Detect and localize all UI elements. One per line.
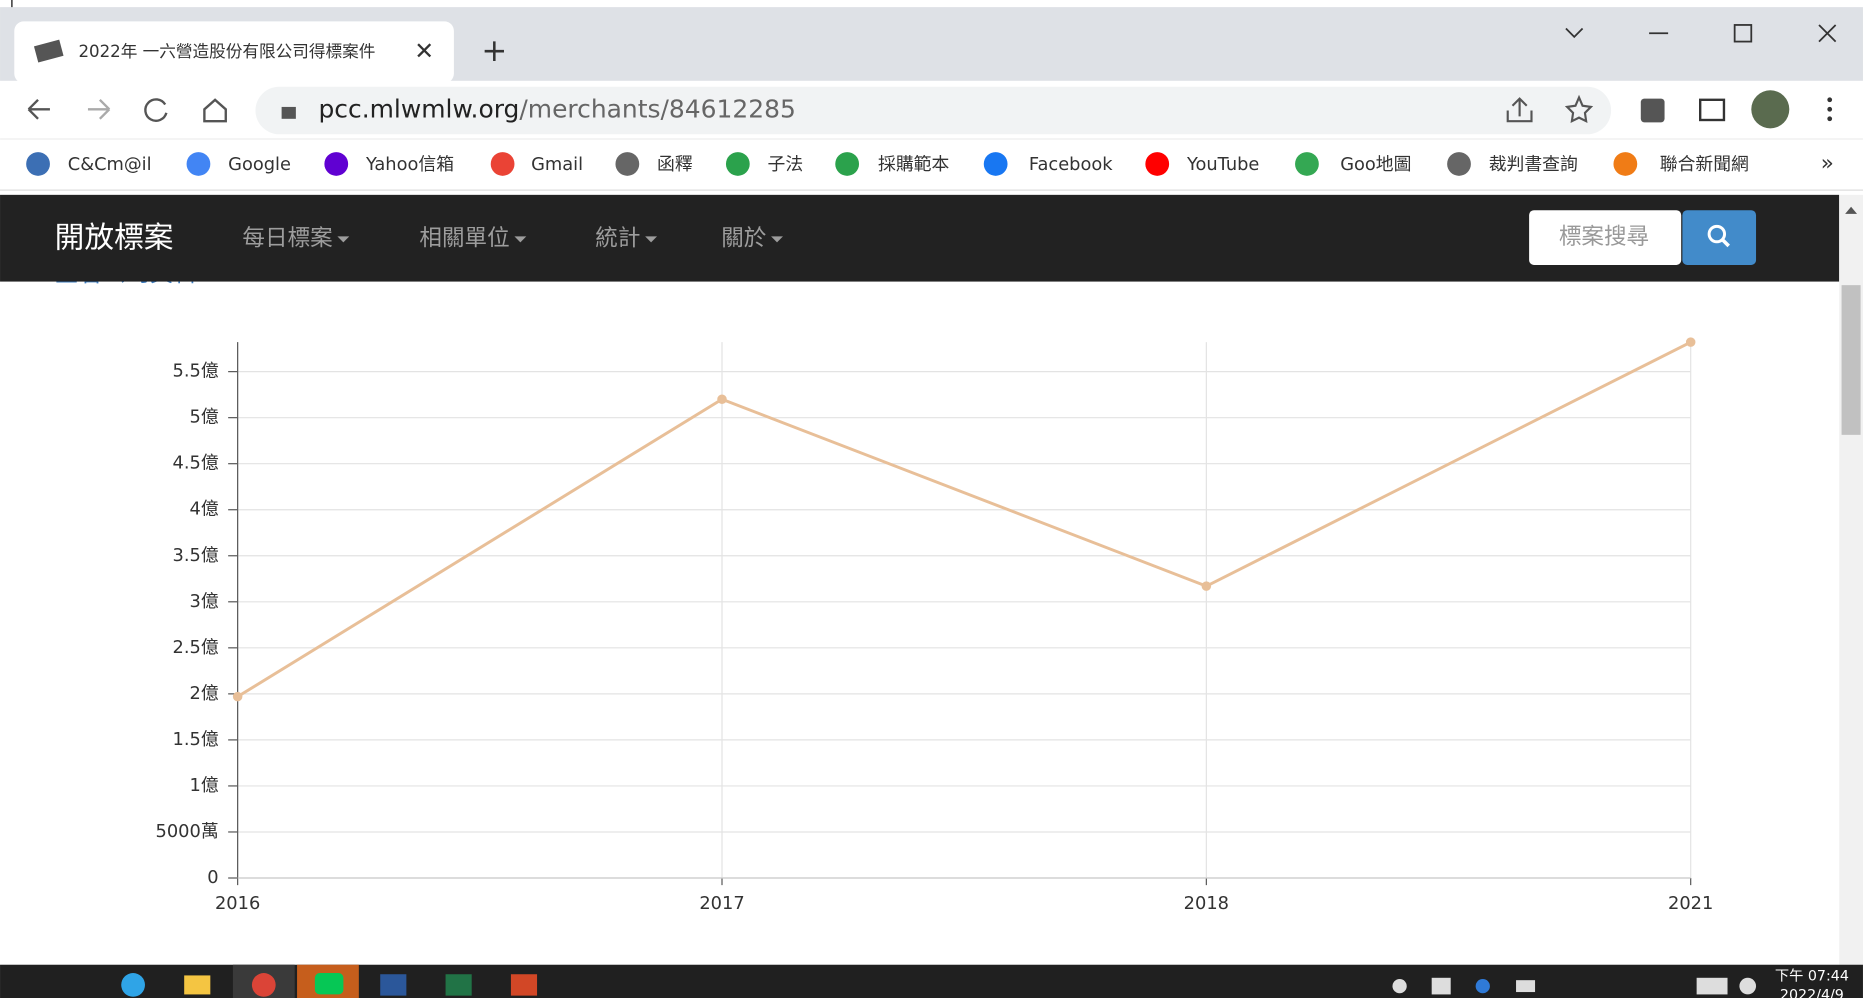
bookmarks-bar: C&Cm@il Google Yahoo信箱 Gmail 函釋 子法 採購範本 Faceboo… — [26, 152, 1749, 176]
clock-time: 下午 07:44 — [1775, 968, 1849, 985]
new-tab[interactable]: + — [481, 33, 507, 69]
url: pcc.mlwmlw.org/merchants/84612285 — [318, 94, 795, 123]
bookmark-icon — [984, 152, 1008, 176]
clock-date: 2022/4/9 — [1780, 988, 1844, 998]
bookmark[interactable]: 聯合新聞網 — [1660, 154, 1749, 175]
bookmark[interactable]: C&Cm@il — [68, 154, 152, 175]
bookmark[interactable]: Facebook — [1029, 154, 1113, 175]
background — [0, 0, 1863, 998]
x-tick-label: 2021 — [1668, 893, 1713, 914]
y-tick-label: 5000萬 — [155, 821, 218, 842]
nav-item[interactable]: 關於 — [721, 225, 766, 251]
y-tick-label: 3億 — [189, 591, 218, 612]
search-placeholder: 標案搜尋 — [1559, 224, 1649, 250]
url-path: /merchants/84612285 — [519, 94, 795, 123]
x-tick-label: 2017 — [699, 893, 744, 914]
bookmark[interactable]: YouTube — [1186, 154, 1259, 175]
bookmark[interactable]: Google — [228, 154, 291, 175]
scroll-thumb[interactable] — [1842, 285, 1861, 435]
data-point — [717, 395, 727, 405]
y-tick-label: 2億 — [189, 683, 218, 704]
bookmark-icon — [491, 152, 515, 176]
page: 2022年 一六營造股份有限公司得標案件 ✕ + pcc.mlwmlw.org/… — [0, 0, 1863, 998]
y-tick-label: 1億 — [189, 775, 218, 796]
tab-title: 2022年 一六營造股份有限公司得標案件 — [78, 42, 375, 61]
bookmark[interactable]: Gmail — [531, 154, 583, 175]
url-host: pcc.mlwmlw.org — [318, 94, 519, 123]
nav-item[interactable]: 相關單位 — [419, 225, 509, 251]
bookmark[interactable]: 裁判書查詢 — [1489, 154, 1578, 175]
bookmark[interactable]: Goo地圖 — [1340, 154, 1411, 175]
y-tick-label: 5.5億 — [173, 361, 219, 382]
bookmark-icon — [615, 152, 639, 176]
y-tick-label: 4.5億 — [173, 453, 219, 474]
x-tick-label: 2016 — [215, 893, 260, 914]
brand[interactable]: 開放標案 — [55, 220, 174, 255]
bookmark[interactable]: 採購範本 — [878, 154, 949, 175]
nav-item[interactable]: 統計 — [595, 225, 640, 251]
data-point — [1202, 581, 1212, 591]
bookmark-icon — [26, 152, 50, 176]
bookmark-icon — [1295, 152, 1319, 176]
bookmark-icon — [187, 152, 211, 176]
menu[interactable] — [1827, 97, 1832, 121]
bookmark-icon — [324, 152, 348, 176]
y-tick-label: 1.5億 — [173, 729, 219, 750]
bookmark-icon — [835, 152, 859, 176]
more-bookmarks[interactable]: » — [1821, 151, 1834, 176]
y-tick-label: 5億 — [189, 407, 218, 428]
nav-item[interactable]: 每日標案 — [242, 225, 332, 251]
screen: 2022年 一六營造股份有限公司得標案件 ✕ + pcc.mlwmlw.org/… — [0, 0, 1863, 998]
data-point — [1686, 337, 1696, 347]
data-point — [233, 692, 243, 702]
y-tick-label: 0 — [207, 867, 218, 888]
y-tick-label: 4億 — [189, 499, 218, 520]
extensions[interactable] — [1641, 99, 1665, 123]
y-tick-label: 3.5億 — [173, 545, 219, 566]
search-button[interactable] — [1682, 210, 1756, 265]
tab-close[interactable]: ✕ — [414, 37, 434, 65]
bookmark-icon — [726, 152, 750, 176]
profile[interactable] — [1751, 90, 1789, 128]
bookmark-icon — [1613, 152, 1637, 176]
bookmark[interactable]: 函釋 — [657, 154, 693, 175]
x-tick-label: 2018 — [1184, 893, 1229, 914]
lock — [282, 107, 296, 119]
bookmark[interactable]: Yahoo信箱 — [365, 154, 454, 175]
bookmark-icon — [1145, 152, 1169, 176]
bookmark[interactable]: 子法 — [768, 154, 804, 175]
y-tick-label: 2.5億 — [173, 637, 219, 658]
bookmark-icon — [1447, 152, 1471, 176]
